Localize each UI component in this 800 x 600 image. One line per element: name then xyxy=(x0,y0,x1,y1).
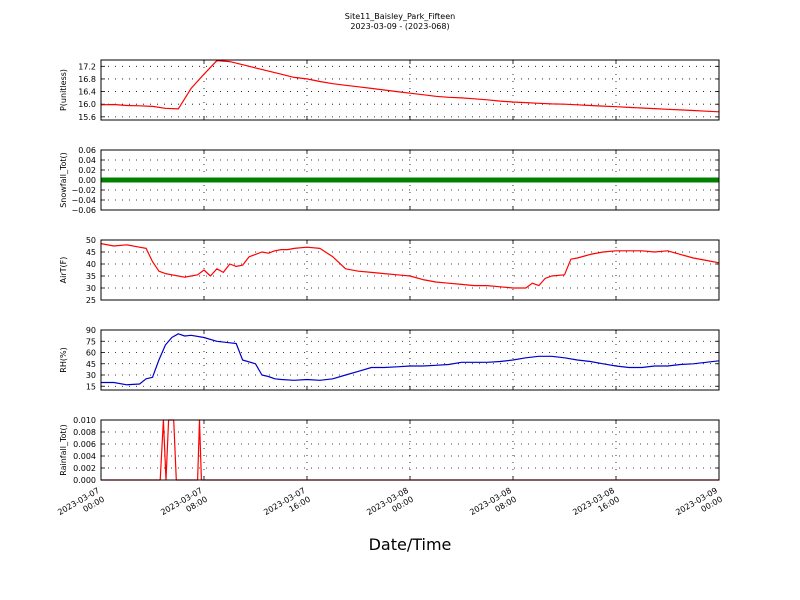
y-tick-label: 16.4 xyxy=(78,88,96,97)
y-axis-label: P(unitless) xyxy=(59,69,68,111)
y-tick-label: 0.000 xyxy=(73,476,96,485)
x-tick-label: 2023-03-0800:00 xyxy=(365,486,415,526)
y-tick-label: 0.008 xyxy=(73,428,96,437)
x-tick-label: 2023-03-0708:00 xyxy=(159,486,209,526)
chart-panel-2: −0.06−0.04−0.020.000.020.040.06 Snowfall_… xyxy=(59,146,720,215)
axes-frame xyxy=(100,239,720,301)
y-axis-label: Rainfall_Tot() xyxy=(59,424,68,476)
y-tick-label: 30 xyxy=(86,371,96,380)
y-tick-label: 25 xyxy=(86,296,96,305)
x-tick-labels: 2023-03-0700:00 2023-03-0708:00 2023-03-07… xyxy=(56,486,724,526)
x-tick-label: 2023-03-0716:00 xyxy=(262,486,312,526)
series-line xyxy=(100,59,720,113)
y-tick-label: 0.010 xyxy=(73,416,96,425)
x-tick-label: 2023-03-0900:00 xyxy=(674,486,724,526)
y-tick-label: 0.04 xyxy=(78,156,96,165)
x-tick-label: 2023-03-0700:00 xyxy=(56,486,106,526)
y-tick-label: 90 xyxy=(86,326,96,335)
y-tick-label: 17.2 xyxy=(78,62,96,71)
y-tick-label: −0.06 xyxy=(71,206,96,215)
y-tick-label: 45 xyxy=(86,248,96,257)
panels: 15.616.016.416.817.2P(unitless)−0.06−0.0… xyxy=(59,59,720,485)
y-axis-label: RH(%) xyxy=(59,347,68,372)
chart-panel-4: 15 30 45 60 75 90 RH(%) xyxy=(59,326,720,391)
series-line xyxy=(101,419,719,481)
chart-panel-5: 0.000 0.002 0.004 0.006 0.008 0.010 Rainfall_T… xyxy=(59,416,720,485)
x-tick-label: 2023-03-0808:00 xyxy=(468,486,518,526)
y-tick-label: 0.02 xyxy=(78,166,96,175)
y-tick-label: 16.0 xyxy=(78,100,96,109)
y-tick-label: −0.02 xyxy=(71,186,96,195)
chart-panel-3: 25 30 35 40 45 50 AirT(F) xyxy=(59,236,720,305)
x-axis-label: Date/Time xyxy=(369,535,452,554)
y-axis-label: AirT(F) xyxy=(59,257,68,284)
y-tick-label: 60 xyxy=(86,349,96,358)
y-tick-label: 30 xyxy=(86,284,96,293)
y-tick-label: 0.06 xyxy=(78,146,96,155)
y-axis-label: Snowfall_Tot() xyxy=(59,152,68,208)
chart-panel-1: 15.6 16.0 16.4 16.8 17.2 P(unitless) xyxy=(59,59,720,122)
y-tick-label: 15.6 xyxy=(78,113,96,122)
x-tick-label: 2023-03-0816:00 xyxy=(571,486,621,526)
y-tick-label: 0.002 xyxy=(73,464,96,473)
figure-title-line1: Site11_Baisley_Park_Fifteen xyxy=(345,12,455,21)
y-tick-label: 50 xyxy=(86,236,96,245)
axes-frame xyxy=(100,329,720,391)
y-tick-label: 0.006 xyxy=(73,440,96,449)
series-line xyxy=(101,333,720,386)
y-tick-label: 75 xyxy=(86,337,96,346)
y-tick-label: 45 xyxy=(86,360,96,369)
y-tick-label: 0.004 xyxy=(73,452,96,461)
y-tick-label: 40 xyxy=(86,260,96,269)
axes-frame xyxy=(100,59,720,121)
y-tick-label: 0.00 xyxy=(78,176,96,185)
y-tick-label: 15 xyxy=(86,382,96,391)
y-tick-label: 16.8 xyxy=(78,75,96,84)
axes-frame xyxy=(100,149,720,211)
axes-frame xyxy=(100,419,720,481)
y-tick-label: −0.04 xyxy=(71,196,96,205)
figure-title-line2: 2023-03-09 - (2023-068) xyxy=(350,22,449,31)
series-line xyxy=(100,243,720,289)
y-tick-label: 35 xyxy=(86,272,96,281)
